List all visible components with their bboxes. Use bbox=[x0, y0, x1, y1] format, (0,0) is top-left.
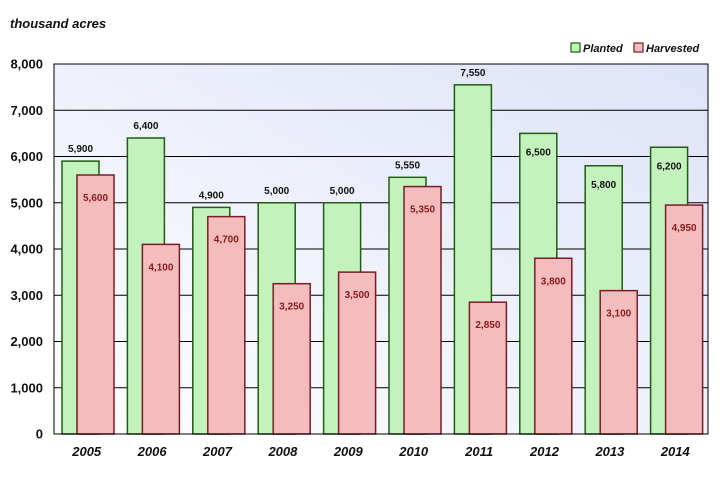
data-label-planted: 5,800 bbox=[591, 180, 616, 191]
x-tick-label: 2006 bbox=[137, 444, 168, 459]
data-label-planted: 7,550 bbox=[460, 68, 485, 79]
data-label-planted: 5,000 bbox=[330, 186, 355, 197]
data-label-harvested: 5,600 bbox=[83, 193, 108, 204]
legend-label-planted: Planted bbox=[583, 43, 623, 55]
bar-harvested bbox=[337, 271, 377, 435]
bar-harvested bbox=[664, 204, 704, 435]
x-tick-label: 2013 bbox=[594, 444, 625, 459]
legend-label-harvested: Harvested bbox=[646, 43, 699, 55]
data-label-harvested: 5,350 bbox=[410, 205, 435, 216]
x-tick-label: 2009 bbox=[333, 444, 364, 459]
x-tick-label: 2010 bbox=[398, 444, 429, 459]
data-label-planted: 5,900 bbox=[68, 144, 93, 155]
x-tick-label: 2005 bbox=[71, 444, 102, 459]
bar-harvested bbox=[76, 174, 115, 435]
data-label-harvested: 4,700 bbox=[214, 235, 239, 246]
unit-label: thousand acres bbox=[10, 16, 106, 31]
y-axis-ticks: 0 1,000 2,000 3,000 4,000 5,000 6,000 7,000 8,00… bbox=[10, 57, 43, 442]
y-tick-label: 8,000 bbox=[10, 57, 43, 72]
data-label-harvested: 3,250 bbox=[279, 302, 304, 313]
x-tick-label: 2007 bbox=[202, 444, 233, 459]
y-tick-label: 1,000 bbox=[10, 380, 43, 395]
data-label-harvested: 2,850 bbox=[475, 320, 500, 331]
legend: Planted Harvested bbox=[570, 42, 699, 55]
data-label-harvested: 3,800 bbox=[541, 276, 566, 287]
bar-harvested bbox=[141, 243, 181, 435]
x-tick-label: 2008 bbox=[267, 444, 298, 459]
data-label-planted: 6,200 bbox=[657, 161, 682, 172]
y-tick-label: 5,000 bbox=[10, 195, 43, 210]
bar-harvested bbox=[207, 215, 246, 435]
y-tick-label: 6,000 bbox=[10, 149, 43, 164]
y-tick-label: 7,000 bbox=[10, 103, 43, 118]
bar-labels: 5,900 5,600 6,400 4,100 4,900 4,700 5,000 3,250… bbox=[68, 68, 697, 331]
y-tick-label: 3,000 bbox=[10, 288, 43, 303]
y-tick-label: 2,000 bbox=[10, 334, 43, 349]
bar-harvested bbox=[403, 185, 442, 435]
data-label-planted: 6,400 bbox=[133, 121, 158, 132]
legend-swatch-harvested bbox=[633, 42, 644, 53]
data-label-harvested: 3,500 bbox=[345, 290, 370, 301]
data-label-planted: 6,500 bbox=[526, 147, 551, 158]
y-tick-label: 4,000 bbox=[10, 242, 43, 257]
x-axis-ticks: 2005 2006 2007 2008 2009 2010 2011 2012 2013 2014 bbox=[71, 444, 690, 459]
data-label-planted: 5,000 bbox=[264, 186, 289, 197]
data-label-planted: 4,900 bbox=[199, 190, 224, 201]
bar-harvested bbox=[599, 289, 638, 435]
data-label-planted: 5,550 bbox=[395, 160, 420, 171]
data-label-harvested: 4,100 bbox=[148, 262, 173, 273]
bar-harvested bbox=[468, 301, 508, 435]
plot-frame bbox=[53, 63, 709, 435]
y-tick-label: 0 bbox=[36, 427, 43, 442]
x-tick-label: 2014 bbox=[660, 444, 691, 459]
x-tick-label: 2011 bbox=[464, 444, 493, 459]
data-label-harvested: 4,950 bbox=[672, 223, 697, 234]
x-tick-label: 2012 bbox=[529, 444, 560, 459]
legend-swatch-planted bbox=[570, 42, 581, 53]
data-label-harvested: 3,100 bbox=[606, 309, 631, 320]
